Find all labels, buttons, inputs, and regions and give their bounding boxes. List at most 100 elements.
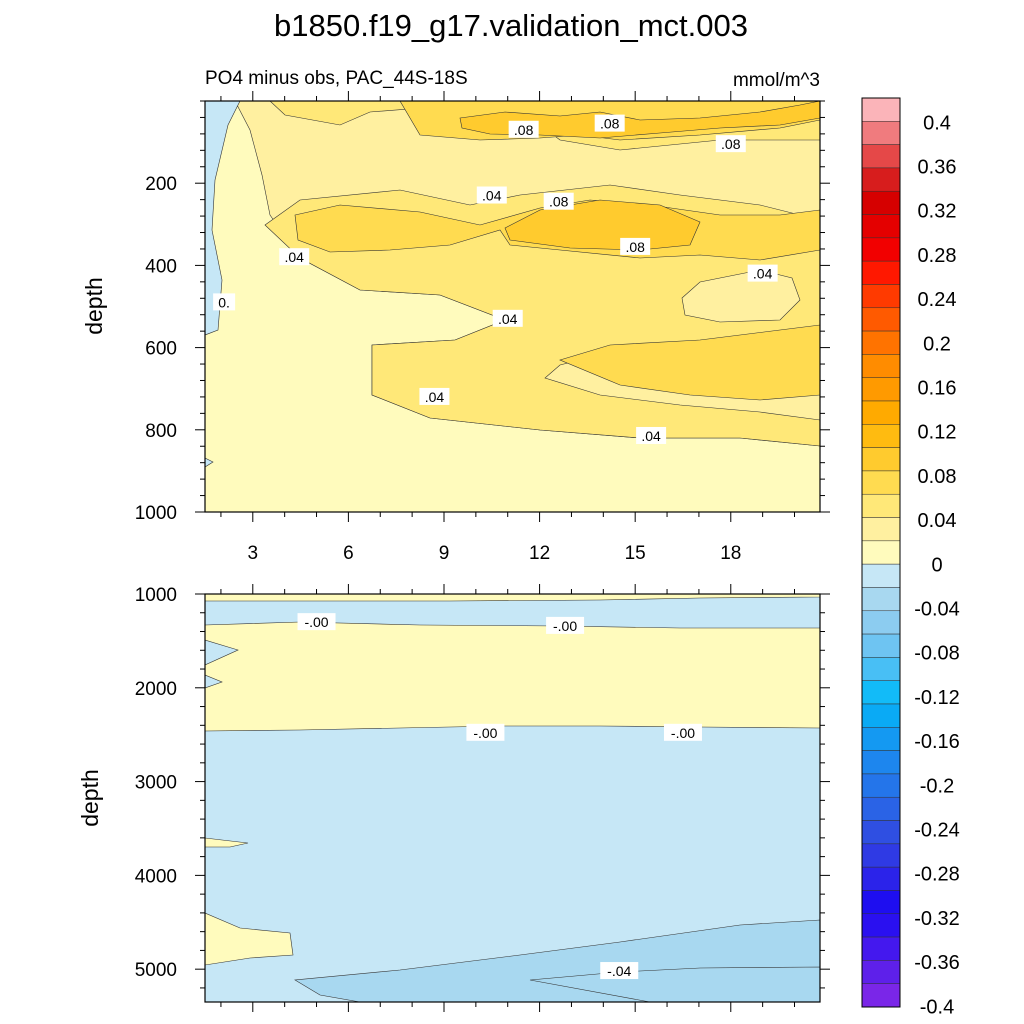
colorbar-cell	[861, 960, 901, 984]
colorbar-cell	[861, 400, 901, 425]
colorbar-cell	[861, 936, 901, 961]
colorbar-cell	[861, 214, 901, 239]
colorbar-label: -0.12	[914, 687, 960, 709]
colorbar-cell	[861, 167, 901, 192]
colorbar-label: -0.04	[914, 599, 960, 621]
bottom-contour-label: -.00	[466, 723, 505, 741]
colorbar-label: -0.28	[914, 864, 960, 886]
colorbar-cell	[861, 354, 901, 378]
top-negative-left-tip	[205, 457, 214, 468]
top-contour-label: .04	[747, 264, 778, 282]
colorbar-label: 0.04	[918, 510, 957, 532]
svg-text:.08: .08	[549, 194, 569, 210]
colorbar-cell	[861, 144, 901, 169]
top-xtick-label: 3	[248, 543, 259, 564]
top-xtick-label: 18	[720, 543, 741, 564]
colorbar-cell	[861, 587, 901, 612]
colorbar-label: 0	[931, 554, 942, 576]
svg-text:-.04: -.04	[607, 963, 631, 979]
svg-text:-.00: -.00	[473, 725, 497, 741]
colorbar-cell	[861, 470, 901, 495]
colorbar-cell	[861, 890, 901, 915]
colorbar-label: -0.2	[920, 775, 954, 797]
colorbar-label: 0.12	[918, 422, 957, 444]
colorbar-cell	[861, 750, 901, 775]
colorbar-cell	[861, 237, 901, 262]
bottom-contour-label: -.00	[663, 723, 702, 741]
svg-text:.08: .08	[625, 239, 645, 255]
top-contour-label: .04	[492, 309, 523, 327]
colorbar-frame	[861, 97, 901, 1008]
top-contour-label: 0.	[213, 293, 236, 311]
top-ytick-label: 200	[145, 174, 177, 195]
bottom-ytick-label: 4000	[135, 866, 177, 887]
bottom-ytick-label: 5000	[135, 960, 177, 981]
colorbar-label: 0.4	[923, 112, 951, 134]
colorbar-cell	[861, 284, 901, 309]
colorbar-cell	[861, 190, 901, 215]
colorbar-cell	[861, 983, 901, 1008]
bottom-band-top	[205, 594, 820, 602]
colorbar-cell	[861, 820, 901, 845]
colorbar-label: -0.32	[914, 908, 960, 930]
bottom-patch-deep	[205, 912, 294, 966]
svg-text:-.00: -.00	[671, 725, 695, 741]
colorbar-label: -0.36	[914, 952, 960, 974]
colorbar-cell	[861, 796, 901, 821]
colorbar-cell	[861, 610, 901, 635]
colorbar-cell	[861, 307, 901, 332]
top-contour-labels: .08 .08 .08 .04 .08 .08 .04 .04 0. .04 .04 .04	[213, 114, 778, 444]
svg-text:-.00: -.00	[553, 618, 577, 634]
colorbar-labels: 0.4 0.36 0.32 0.28 0.24 0.2 0.16 0.12 0.08 0.04 0 -…	[914, 112, 960, 1018]
top-xtick-label: 9	[439, 543, 450, 564]
top-axis-ticks: 3 6 9 12 15 18 200 400 600 800 1000	[135, 91, 830, 564]
svg-text:.08: .08	[600, 116, 620, 132]
chart-title: b1850.f19_g17.validation_mct.003	[274, 8, 748, 43]
colorbar-label: 0.16	[918, 378, 957, 400]
svg-text:-.00: -.00	[304, 614, 328, 630]
top-patch-right	[681, 269, 801, 323]
bottom-contour-label: -.00	[297, 613, 336, 631]
svg-text:.08: .08	[514, 122, 534, 138]
top-contour-label: .08	[715, 135, 746, 153]
colorbar-label: 0.24	[918, 289, 957, 311]
svg-text:.04: .04	[425, 389, 445, 405]
colorbar-cell	[861, 493, 901, 518]
top-band-0.08c	[559, 324, 820, 401]
svg-text:.04: .04	[641, 428, 661, 444]
chart-subtitle-left: PO4 minus obs, PAC_44S-18S	[205, 68, 468, 89]
colorbar-cell	[861, 377, 901, 402]
colorbar-cell	[861, 773, 901, 798]
colorbar-label: -0.4	[920, 996, 954, 1018]
top-ytick-label: 600	[145, 339, 177, 360]
top-contour-label: .08	[543, 192, 574, 210]
svg-text:.04: .04	[753, 266, 773, 282]
colorbar-cell	[861, 260, 901, 285]
bottom-contour-field	[205, 594, 820, 1002]
bottom-ytick-label: 2000	[135, 679, 177, 700]
colorbar-label: 0.32	[918, 201, 957, 223]
colorbar-label: -0.24	[914, 820, 960, 842]
colorbar-cell	[861, 866, 901, 891]
colorbar-cell	[861, 97, 901, 122]
colorbar-cell	[861, 330, 901, 355]
colorbar-cell	[861, 843, 901, 868]
chart-subtitle-right: mmol/m^3	[733, 70, 820, 91]
top-contour-label: .04	[476, 186, 507, 204]
colorbar-label: 0.08	[918, 466, 957, 488]
colorbar-cell	[861, 680, 901, 705]
colorbar-label: 0.2	[923, 333, 951, 355]
svg-text:0.: 0.	[218, 294, 230, 310]
bottom-contour-label: -.00	[546, 616, 585, 634]
top-xtick-label: 6	[343, 543, 354, 564]
colorbar-cell	[861, 913, 901, 938]
bottom-patch-left	[205, 837, 249, 848]
top-contour-label: .04	[636, 426, 667, 444]
top-contour-field	[205, 101, 820, 512]
colorbar-cell	[861, 121, 901, 145]
top-contour-label: .08	[508, 120, 539, 138]
top-ylabel: depth	[81, 277, 107, 335]
